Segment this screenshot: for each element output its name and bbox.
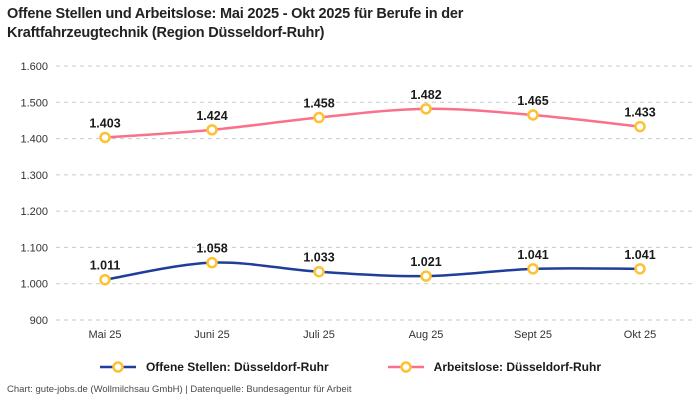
y-axis-tick-label: 1.400 <box>20 134 48 146</box>
data-point-offene-stellen[interactable] <box>527 263 539 275</box>
data-point-label: 1.058 <box>196 242 227 256</box>
data-point-arbeitslose[interactable] <box>420 103 432 115</box>
attribution-text: Chart: gute-jobs.de (Wollmilchsau GmbH) … <box>7 384 352 395</box>
legend-label-offene-stellen: Offene Stellen: Düsseldorf-Ruhr <box>145 360 329 374</box>
data-point-offene-stellen[interactable] <box>420 270 432 282</box>
legend-label-arbeitslose: Arbeitslose: Düsseldorf-Ruhr <box>433 360 602 374</box>
data-point-label: 1.011 <box>90 259 121 273</box>
chart-title: Offene Stellen und Arbeitslose: Mai 2025… <box>7 6 464 41</box>
data-point-offene-stellen[interactable] <box>313 265 325 278</box>
x-axis-tick-label: Sept 25 <box>514 329 552 341</box>
data-point-label: 1.021 <box>410 255 441 269</box>
data-point-arbeitslose[interactable] <box>527 109 539 121</box>
data-point-arbeitslose[interactable] <box>206 124 218 136</box>
legend-marker-offene-stellen-icon <box>99 361 136 373</box>
data-point-label: 1.458 <box>303 97 334 111</box>
y-axis-tick-label: 1.300 <box>20 170 48 182</box>
x-axis-tick-label: Okt 25 <box>624 329 656 341</box>
data-point-label: 1.424 <box>196 109 227 123</box>
y-axis-tick-label: 1.200 <box>20 206 48 218</box>
data-point-label: 1.433 <box>624 106 655 120</box>
legend-item-arbeitslose[interactable]: Arbeitslose: Düsseldorf-Ruhr <box>387 360 601 374</box>
legend-marker-arbeitslose-icon <box>387 361 424 373</box>
data-point-arbeitslose[interactable] <box>634 120 646 133</box>
x-axis-tick-label: Mai 25 <box>88 329 121 341</box>
x-axis-tick-label: Juli 25 <box>303 329 335 341</box>
series-line-offene-stellen <box>104 261 641 281</box>
data-point-label: 1.482 <box>410 88 441 102</box>
legend: Offene Stellen: Düsseldorf-Ruhr Arbeitsl… <box>0 360 700 374</box>
y-axis-tick-label: 1.000 <box>20 279 48 291</box>
data-point-offene-stellen[interactable] <box>99 273 111 286</box>
y-axis-tick-label: 1.100 <box>20 242 48 254</box>
data-point-label: 1.033 <box>303 251 334 265</box>
data-point-arbeitslose[interactable] <box>99 131 111 144</box>
x-axis-tick-label: Aug 25 <box>409 329 444 341</box>
y-axis-tick-label: 900 <box>30 315 48 327</box>
data-point-offene-stellen[interactable] <box>206 256 218 269</box>
y-axis-tick-label: 1.600 <box>20 61 48 73</box>
legend-item-offene-stellen[interactable]: Offene Stellen: Düsseldorf-Ruhr <box>99 360 329 374</box>
data-point-arbeitslose[interactable] <box>313 111 325 124</box>
data-point-offene-stellen[interactable] <box>634 263 646 275</box>
data-point-label: 1.041 <box>624 248 655 262</box>
data-point-label: 1.403 <box>89 116 120 130</box>
data-point-label: 1.041 <box>517 248 548 262</box>
series-line-arbeitslose <box>104 107 641 139</box>
x-axis-tick-label: Juni 25 <box>194 329 229 341</box>
data-point-label: 1.465 <box>517 94 548 108</box>
y-axis-tick-label: 1.500 <box>20 97 48 109</box>
